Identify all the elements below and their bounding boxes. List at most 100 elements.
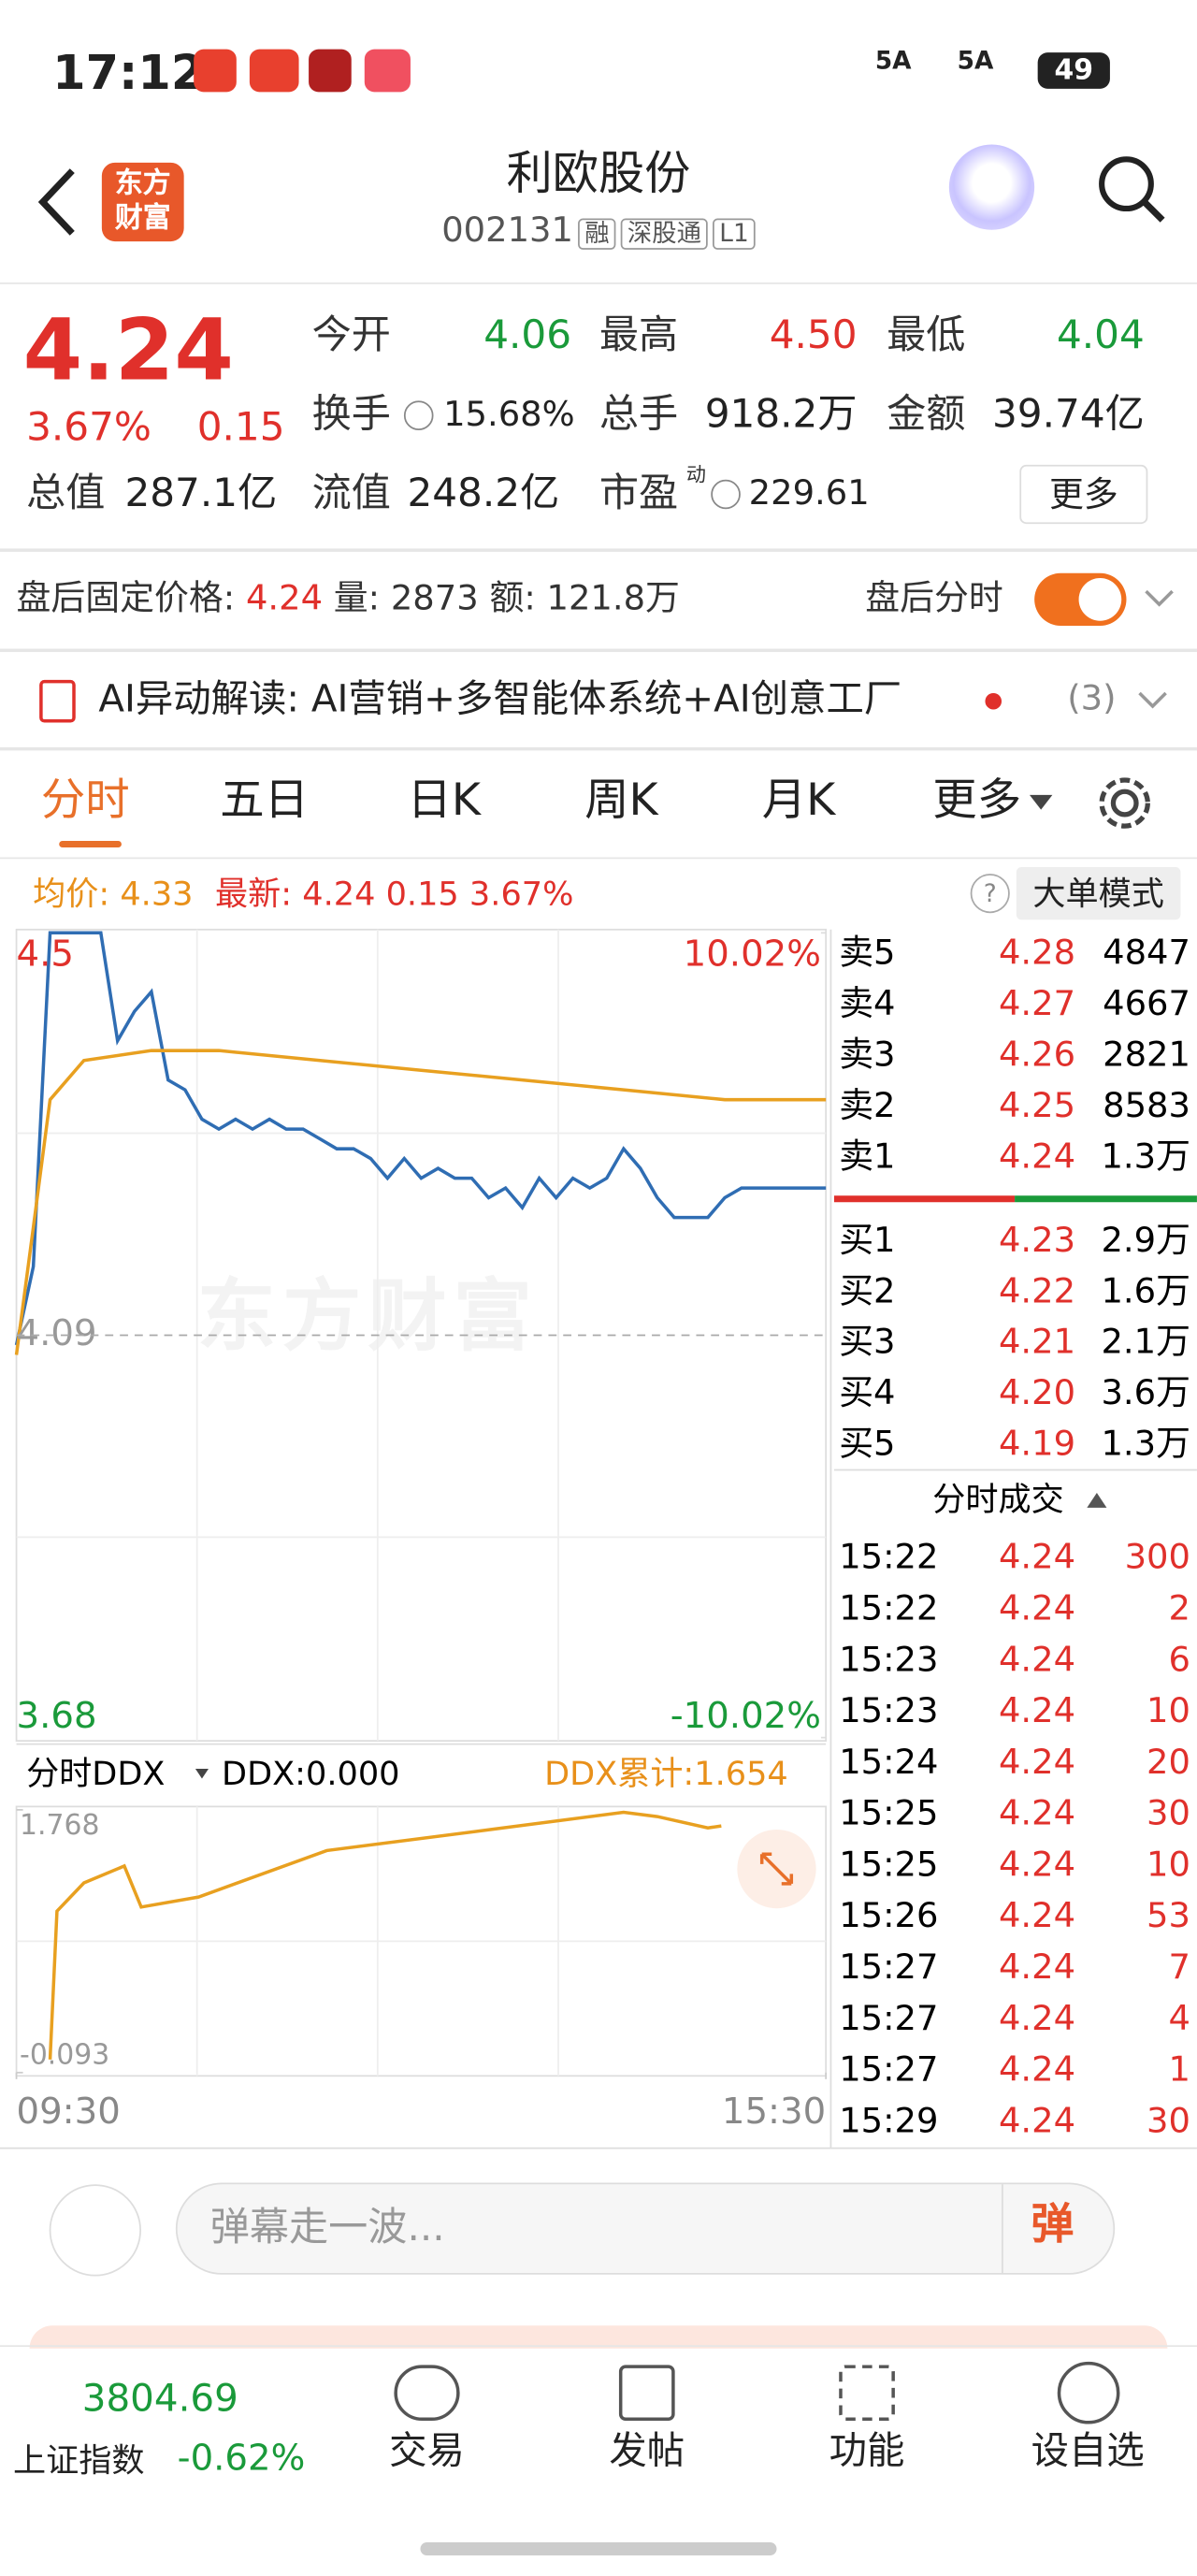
- y2-tick-label: 10.02%: [684, 933, 821, 975]
- book-level: 买1: [839, 1220, 895, 1260]
- dropdown-arrow: [195, 1768, 209, 1779]
- trade-price: 4.24: [999, 1998, 1075, 2038]
- trade-time: 15:25: [839, 1844, 938, 1884]
- banner-edge: [29, 2325, 1168, 2349]
- value: 4.50: [769, 311, 858, 358]
- book-level: 买2: [839, 1270, 895, 1310]
- app-icon: [194, 49, 237, 93]
- book-price: 4.22: [999, 1270, 1075, 1310]
- ddx-total: DDX累计:1.654: [544, 1755, 788, 1793]
- book-price: 4.20: [999, 1372, 1075, 1412]
- index-value[interactable]: 3804.69: [81, 2378, 238, 2422]
- book-price: 4.27: [999, 983, 1075, 1023]
- tab[interactable]: 日K: [407, 774, 481, 827]
- value: 15.68%: [443, 394, 575, 434]
- label: 金额: [887, 390, 966, 438]
- nav-item[interactable]: 设自选: [1031, 2430, 1145, 2474]
- app-logo: 东方财富: [101, 162, 184, 242]
- back-button[interactable]: [30, 165, 86, 240]
- nav-item[interactable]: 交易: [389, 2430, 465, 2474]
- divider: [0, 857, 1197, 860]
- watermark: 东方财富: [196, 1270, 539, 1364]
- trade-price: 4.24: [999, 1639, 1075, 1679]
- book-volume: 1.3万: [1101, 1424, 1190, 1464]
- label: 换手: [311, 390, 391, 438]
- trade-time: 15:27: [839, 2049, 938, 2090]
- book-price: 4.28: [999, 933, 1075, 973]
- y-tick-label: 3.68: [17, 1695, 97, 1737]
- ddx-title[interactable]: 分时DDX: [26, 1755, 165, 1793]
- tab[interactable]: 分时: [40, 774, 130, 827]
- nav-icon: [1057, 2361, 1120, 2424]
- book-volume: 8583: [1103, 1085, 1190, 1125]
- divider: [0, 746, 1197, 751]
- help-icon[interactable]: ?: [970, 874, 1010, 914]
- chevron[interactable]: [1143, 588, 1175, 612]
- label: 今开: [311, 311, 391, 358]
- toggle-label: 盘后分时: [865, 578, 1003, 618]
- trade-price: 4.24: [999, 2100, 1075, 2140]
- tab[interactable]: 五日: [220, 774, 310, 827]
- ai-avatar[interactable]: [948, 144, 1035, 230]
- trade-volume: 4: [1169, 1998, 1190, 2038]
- trade-volume: 30: [1147, 2100, 1190, 2140]
- app-icon: [364, 49, 411, 93]
- book-volume: 3.6万: [1101, 1372, 1190, 1412]
- chevron[interactable]: [1136, 689, 1169, 713]
- ai-summary[interactable]: AI异动解读: AI营销+多智能体系统+AI创意工厂: [98, 678, 902, 721]
- comment-input[interactable]: [175, 2182, 1116, 2275]
- trade-time: 15:29: [839, 2100, 938, 2140]
- trade-price: 4.24: [999, 2049, 1075, 2090]
- trade-volume: 20: [1147, 1742, 1190, 1782]
- trade-time: 15:24: [839, 1742, 938, 1782]
- trade-time: 15:22: [839, 1588, 938, 1628]
- sort-arrow: [1087, 1493, 1107, 1508]
- settings-icon[interactable]: [1093, 772, 1156, 834]
- book-volume: 1.6万: [1101, 1270, 1190, 1310]
- y2-tick-label: -10.02%: [671, 1695, 821, 1737]
- mode-button[interactable]: 大单模式: [1016, 867, 1181, 920]
- ddx-value: DDX:0.000: [222, 1755, 399, 1793]
- tab[interactable]: 周K: [584, 774, 658, 827]
- after-hours-row: 盘后固定价格: 4.24 量: 2873 额: 121.8万: [17, 581, 680, 616]
- trade-volume: 10: [1147, 1690, 1190, 1730]
- stock-code-row: 002131 融深股通 L1: [0, 212, 1197, 250]
- send-button[interactable]: 弹: [1031, 2200, 1074, 2250]
- divider: [1002, 2184, 1003, 2274]
- series-line: [14, 1049, 827, 1355]
- network: 5A: [957, 46, 994, 76]
- label: 盘后固定价格:: [16, 578, 236, 618]
- value: 39.74亿: [991, 390, 1145, 438]
- nav-item[interactable]: 发帖: [609, 2430, 685, 2474]
- tag: 深股通: [620, 218, 708, 250]
- more-button[interactable]: 更多: [1019, 464, 1148, 525]
- trade-volume: 10: [1147, 1844, 1190, 1884]
- trade-time: 15:25: [839, 1793, 938, 1833]
- tab[interactable]: 月K: [761, 774, 836, 827]
- book-level: 买5: [839, 1424, 895, 1464]
- nav-icon: [839, 2365, 895, 2422]
- trade-volume: 30: [1147, 1793, 1190, 1833]
- tab[interactable]: 更多: [932, 774, 1022, 827]
- danmaku-settings[interactable]: [49, 2184, 141, 2277]
- toggle[interactable]: [1034, 572, 1127, 626]
- book-level: 卖1: [839, 1136, 895, 1176]
- label: 市盈: [598, 470, 679, 516]
- info-icon[interactable]: [403, 400, 434, 431]
- expand-icon: [759, 1852, 794, 1886]
- value: 287.1亿: [124, 470, 278, 516]
- index-change[interactable]: -0.62%: [177, 2439, 306, 2481]
- divider: [0, 2345, 1197, 2348]
- ai-count: (3): [1067, 678, 1117, 718]
- nav-icon: [618, 2365, 675, 2422]
- trade-price: 4.24: [999, 1844, 1075, 1884]
- divider: [0, 282, 1197, 284]
- index-name[interactable]: 上证指数: [13, 2440, 145, 2481]
- trades-title: 分时成交: [932, 1481, 1063, 1519]
- search-button[interactable]: [1093, 152, 1169, 227]
- nav-item[interactable]: 功能: [829, 2430, 905, 2474]
- tab-indicator: [59, 840, 122, 847]
- info-icon[interactable]: [711, 479, 741, 510]
- value: 4.06: [483, 311, 572, 358]
